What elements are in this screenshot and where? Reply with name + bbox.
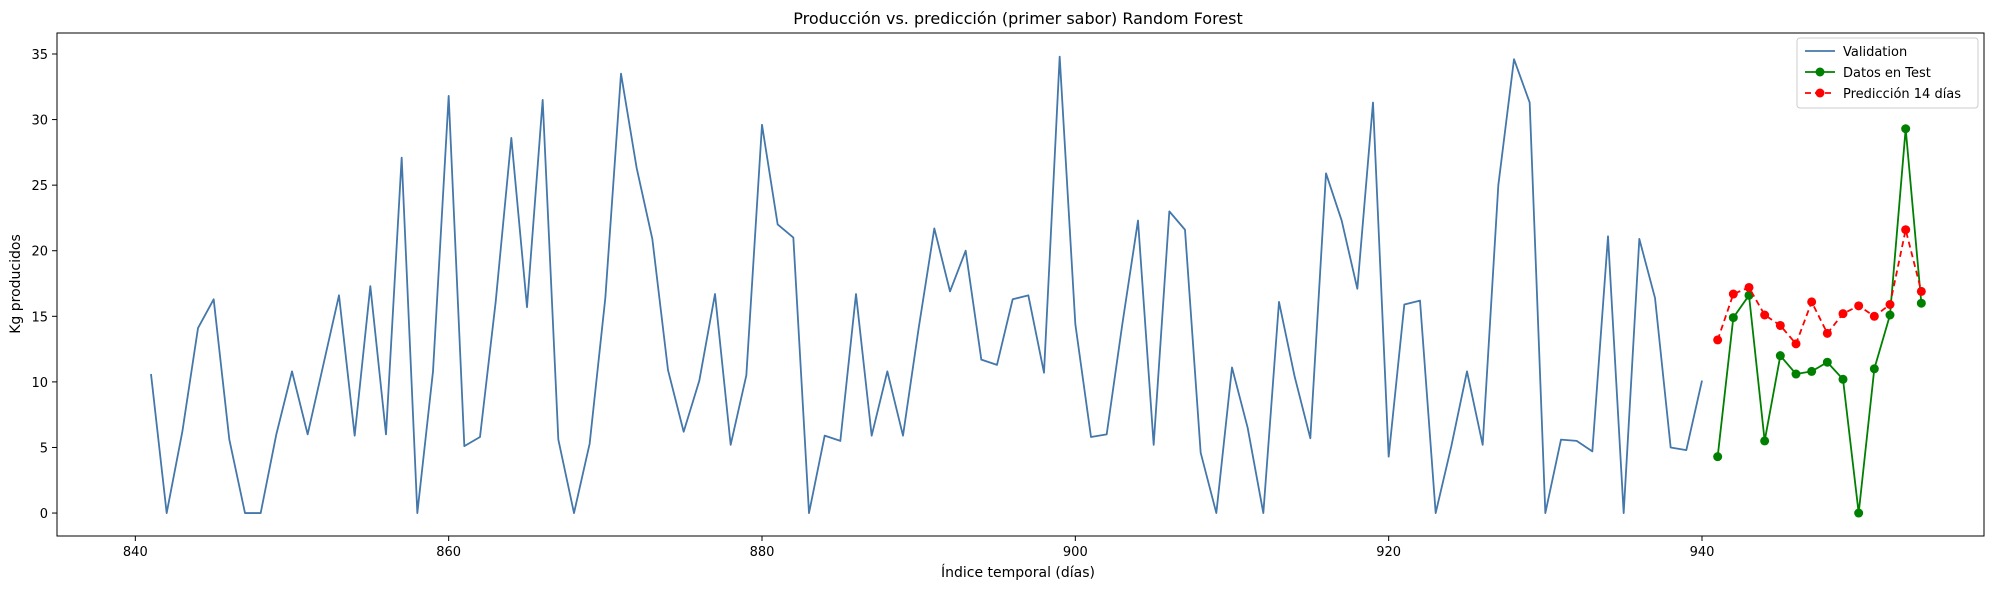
data-point-prediccion-14-dias: [1901, 225, 1911, 235]
y-tick-label: 35: [31, 48, 48, 63]
data-point-datos-en-test: [1760, 436, 1770, 446]
series-line-datos-en-test: [1716, 127, 1923, 514]
series-datos-en-test: [1713, 124, 1926, 518]
data-point-datos-en-test: [1791, 369, 1801, 379]
y-tick-label: 20: [31, 245, 48, 260]
data-point-prediccion-14-dias: [1807, 297, 1817, 307]
legend-label: Datos en Test: [1843, 66, 1931, 81]
x-axis-label: Índice temporal (días): [941, 564, 1095, 581]
data-point-datos-en-test: [1822, 357, 1832, 367]
legend-marker: [1815, 67, 1825, 77]
y-tick-label: 5: [40, 441, 48, 456]
data-point-prediccion-14-dias: [1854, 301, 1864, 311]
x-tick-label: 940: [1690, 545, 1715, 560]
data-point-datos-en-test: [1901, 124, 1911, 134]
data-point-prediccion-14-dias: [1822, 328, 1832, 338]
data-point-datos-en-test: [1775, 351, 1785, 361]
x-tick-label: 880: [750, 545, 775, 560]
data-point-datos-en-test: [1854, 508, 1864, 518]
data-point-prediccion-14-dias: [1885, 300, 1895, 310]
y-tick-label: 0: [40, 507, 48, 522]
data-point-prediccion-14-dias: [1775, 320, 1785, 330]
y-axis-ticks: 0 5 10 15 20 25 30 35: [31, 48, 57, 522]
data-point-prediccion-14-dias: [1869, 311, 1879, 321]
data-point-prediccion-14-dias: [1713, 335, 1723, 345]
series-line-validation: [150, 55, 1703, 514]
data-point-datos-en-test: [1916, 298, 1926, 308]
series-line-prediccion-14-dias: [1716, 228, 1923, 345]
x-tick-label: 860: [436, 545, 461, 560]
chart-title: Producción vs. predicción (primer sabor)…: [793, 9, 1243, 28]
legend-marker: [1815, 88, 1825, 98]
y-tick-label: 25: [31, 179, 48, 194]
data-point-prediccion-14-dias: [1728, 289, 1738, 299]
plot-area: [150, 55, 1926, 518]
series-validation: [150, 55, 1703, 514]
x-axis-ticks: 840 860 880 900 920 940: [123, 536, 1714, 560]
series-prediccion-14-dias: [1713, 225, 1926, 349]
data-point-datos-en-test: [1713, 452, 1723, 462]
y-tick-label: 30: [31, 114, 48, 129]
y-tick-label: 15: [31, 310, 48, 325]
y-tick-label: 10: [31, 376, 48, 391]
data-point-datos-en-test: [1838, 374, 1848, 384]
data-point-prediccion-14-dias: [1744, 282, 1754, 292]
legend-box: [1796, 37, 1979, 109]
data-point-prediccion-14-dias: [1838, 309, 1848, 319]
data-point-datos-en-test: [1885, 310, 1895, 320]
x-tick-label: 900: [1063, 545, 1088, 560]
y-axis-label: Kg producidos: [8, 234, 24, 334]
legend-label: Predicción 14 días: [1843, 87, 1961, 102]
x-tick-label: 840: [123, 545, 148, 560]
data-point-prediccion-14-dias: [1916, 286, 1926, 296]
plot-frame: [56, 32, 1985, 537]
x-tick-label: 920: [1376, 545, 1401, 560]
legend-label: Validation: [1843, 45, 1907, 60]
data-point-prediccion-14-dias: [1791, 339, 1801, 349]
legend: Validation Datos en Test Predicción 14 día…: [1796, 37, 1979, 109]
data-point-prediccion-14-dias: [1760, 310, 1770, 320]
data-point-datos-en-test: [1807, 366, 1817, 376]
data-point-datos-en-test: [1728, 313, 1738, 323]
data-point-datos-en-test: [1869, 364, 1879, 374]
